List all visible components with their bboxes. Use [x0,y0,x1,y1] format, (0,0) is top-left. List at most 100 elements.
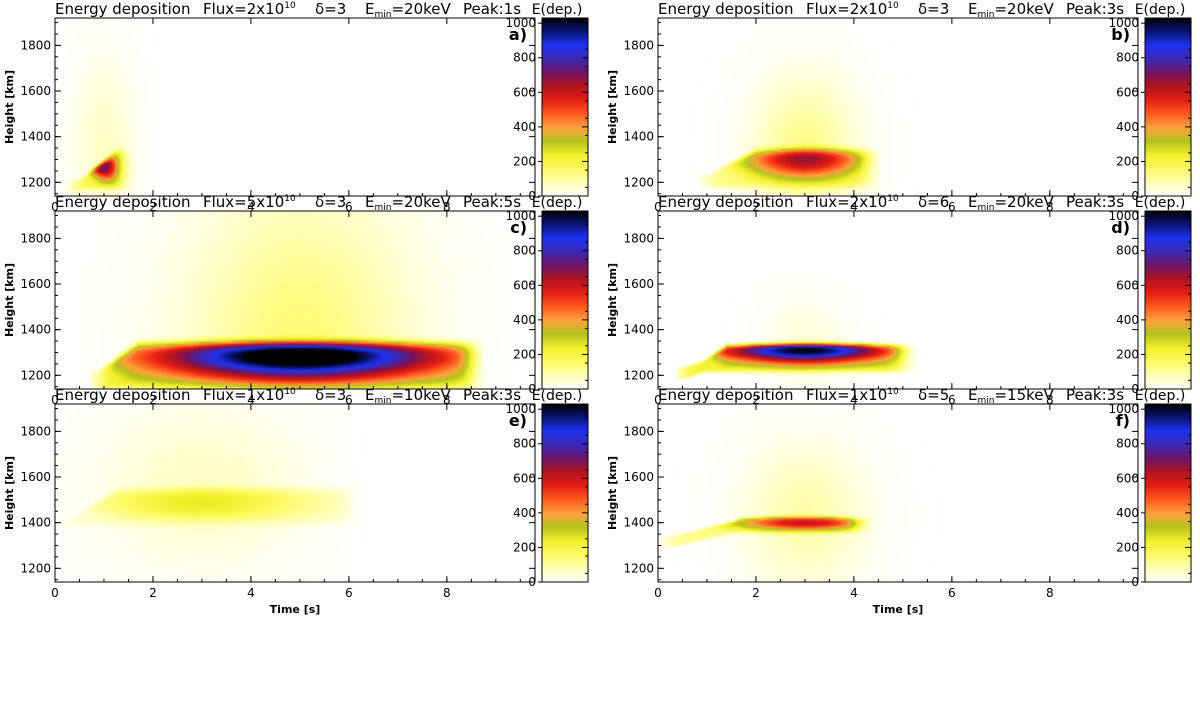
x-tick-label: 8 [443,586,451,600]
colorbar-tick-label: 0 [1131,382,1139,396]
panel-title: Energy deposition Flux=1x1010 δ=3 Emin=10ke… [55,386,521,406]
y-axis-label: Height [km] [3,263,16,337]
x-tick-label: 2 [752,393,760,407]
title-peak: Peak:3s [1066,0,1124,18]
panel-label: c) [510,218,527,237]
x-tick-label: 6 [345,586,353,600]
plot-frame [657,210,1139,390]
y-tick-label: 1400 [20,516,51,530]
x-tick-label: 8 [1046,200,1054,214]
colorbar-label: E(dep.) [1135,2,1186,18]
y-tick-label: 1600 [623,470,654,484]
y-axis-label: Height [km] [3,70,16,144]
title-flux: Flux=2x10 [806,0,887,18]
title-delta: δ=3 [315,193,346,211]
y-tick-label: 1200 [623,175,654,189]
title-peak: Peak:5s [463,193,521,211]
colorbar-tick-label: 200 [1116,540,1139,554]
panel-label: e) [509,411,527,430]
y-tick-label: 1600 [20,470,51,484]
colorbar [1144,17,1192,197]
colorbar-tick-label: 600 [513,85,536,99]
colorbar-tick-label: 200 [513,540,536,554]
title-peak: Peak:1s [463,0,521,18]
x-tick-label: 0 [51,393,59,407]
y-tick-label: 1800 [20,231,51,245]
colorbar-label: E(dep.) [1135,388,1186,404]
panel-title: Energy deposition Flux=2x1010 δ=6 Emin=20ke… [658,193,1124,213]
colorbar-tick-label: 600 [1116,85,1139,99]
y-tick-label: 1800 [20,38,51,52]
y-tick-label: 1600 [623,277,654,291]
colorbar-tick-label: 400 [1116,506,1139,520]
colorbar-tick-label: 0 [1131,575,1139,589]
panel-label: a) [509,25,527,44]
x-tick-label: 4 [850,200,858,214]
x-tick-label: 0 [51,586,59,600]
title-emin: E [968,193,977,211]
title-flux: Flux=2x10 [806,193,887,211]
title-delta: δ=6 [918,193,949,211]
colorbar-tick-label: 800 [1116,244,1139,258]
y-tick-label: 1400 [623,130,654,144]
title-prefix: Energy deposition [55,0,190,18]
heatmap-image [658,211,1138,389]
colorbar-tick-label: 400 [513,120,536,134]
y-tick-label: 1200 [20,561,51,575]
title-delta: δ=3 [918,0,949,18]
title-prefix: Energy deposition [658,386,793,404]
x-tick-label: 6 [948,586,956,600]
title-emin: E [365,0,374,18]
y-tick-label: 1800 [623,424,654,438]
colorbar-tick-label: 600 [1116,471,1139,485]
colorbar-tick-label: 1000 [505,402,536,416]
colorbar-tick-label: 1000 [1108,402,1139,416]
heatmap-image [55,404,535,582]
title-flux: Flux=1x10 [203,386,284,404]
colorbar-label: E(dep.) [532,388,583,404]
x-tick-label: 6 [948,393,956,407]
title-emin: E [968,0,977,18]
x-tick-label: 4 [850,393,858,407]
colorbar [1144,403,1192,583]
x-tick-label: 4 [850,586,858,600]
x-tick-label: 4 [247,586,255,600]
colorbar-tick-label: 800 [1116,437,1139,451]
title-peak: Peak:3s [1066,386,1124,404]
x-tick-label: 4 [247,200,255,214]
title-flux-exponent: 10 [284,194,296,204]
colorbar-tick-label: 400 [513,506,536,520]
x-axis-label: Time [s] [873,603,924,616]
plot-frame [54,403,536,583]
title-flux-exponent: 10 [284,1,296,11]
colorbar [541,210,589,390]
title-peak: Peak:3s [463,386,521,404]
x-tick-label: 2 [149,393,157,407]
plot-frame [657,17,1139,197]
panel-title: Energy deposition Flux=5x1010 δ=3 Emin=20ke… [55,193,521,213]
title-flux-exponent: 10 [284,387,296,397]
colorbar-tick-label: 200 [1116,154,1139,168]
x-axis-label: Time [s] [270,603,321,616]
title-emin-value: =20keV [994,193,1054,211]
colorbar-tick-label: 400 [1116,313,1139,327]
panel-e: 0 2 4 6 8 1200 1400 1600 1800 Time [s] Height [km]… [3,386,589,616]
panel-label: f) [1116,411,1130,430]
y-tick-label: 1200 [20,175,51,189]
title-flux: Flux=1x10 [806,386,887,404]
title-emin-subscript: min [374,203,391,213]
x-tick-label: 6 [948,200,956,214]
colorbar-tick-label: 600 [1116,278,1139,292]
y-tick-label: 1800 [623,231,654,245]
colorbar-tick-label: 800 [513,244,536,258]
y-tick-label: 1400 [623,323,654,337]
title-emin-value: =20keV [391,0,451,18]
y-tick-label: 1200 [20,368,51,382]
panel-label: d) [1111,218,1130,237]
colorbar-tick-label: 800 [513,437,536,451]
x-tick-label: 2 [149,586,157,600]
heatmap-image [55,211,535,389]
title-flux: Flux=2x10 [203,0,284,18]
